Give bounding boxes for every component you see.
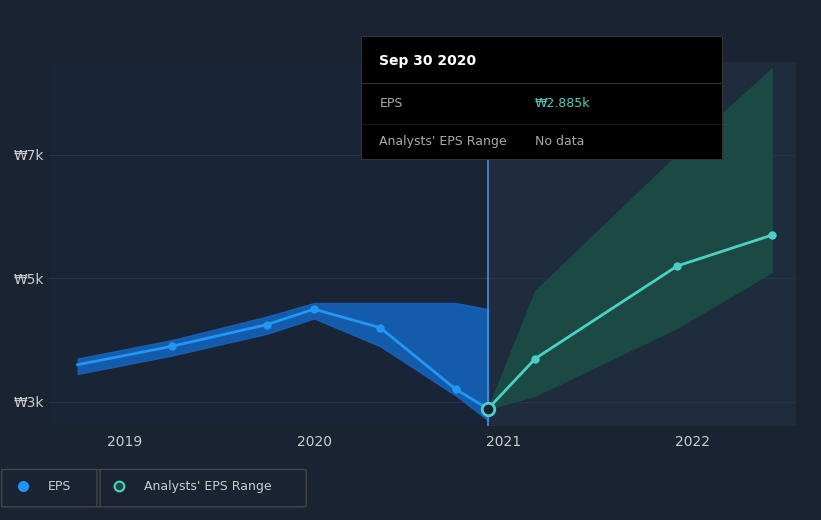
Text: EPS: EPS — [379, 97, 402, 110]
Text: Actual: Actual — [441, 81, 480, 94]
Bar — [49, 62, 488, 426]
Text: Analysts Forecasts: Analysts Forecasts — [496, 81, 612, 94]
Text: No data: No data — [534, 135, 584, 148]
Text: Analysts' EPS Range: Analysts' EPS Range — [144, 480, 271, 493]
Text: ₩2.885k: ₩2.885k — [534, 97, 590, 110]
Text: Analysts' EPS Range: Analysts' EPS Range — [379, 135, 507, 148]
Text: EPS: EPS — [48, 480, 71, 493]
Text: Sep 30 2020: Sep 30 2020 — [379, 54, 476, 68]
